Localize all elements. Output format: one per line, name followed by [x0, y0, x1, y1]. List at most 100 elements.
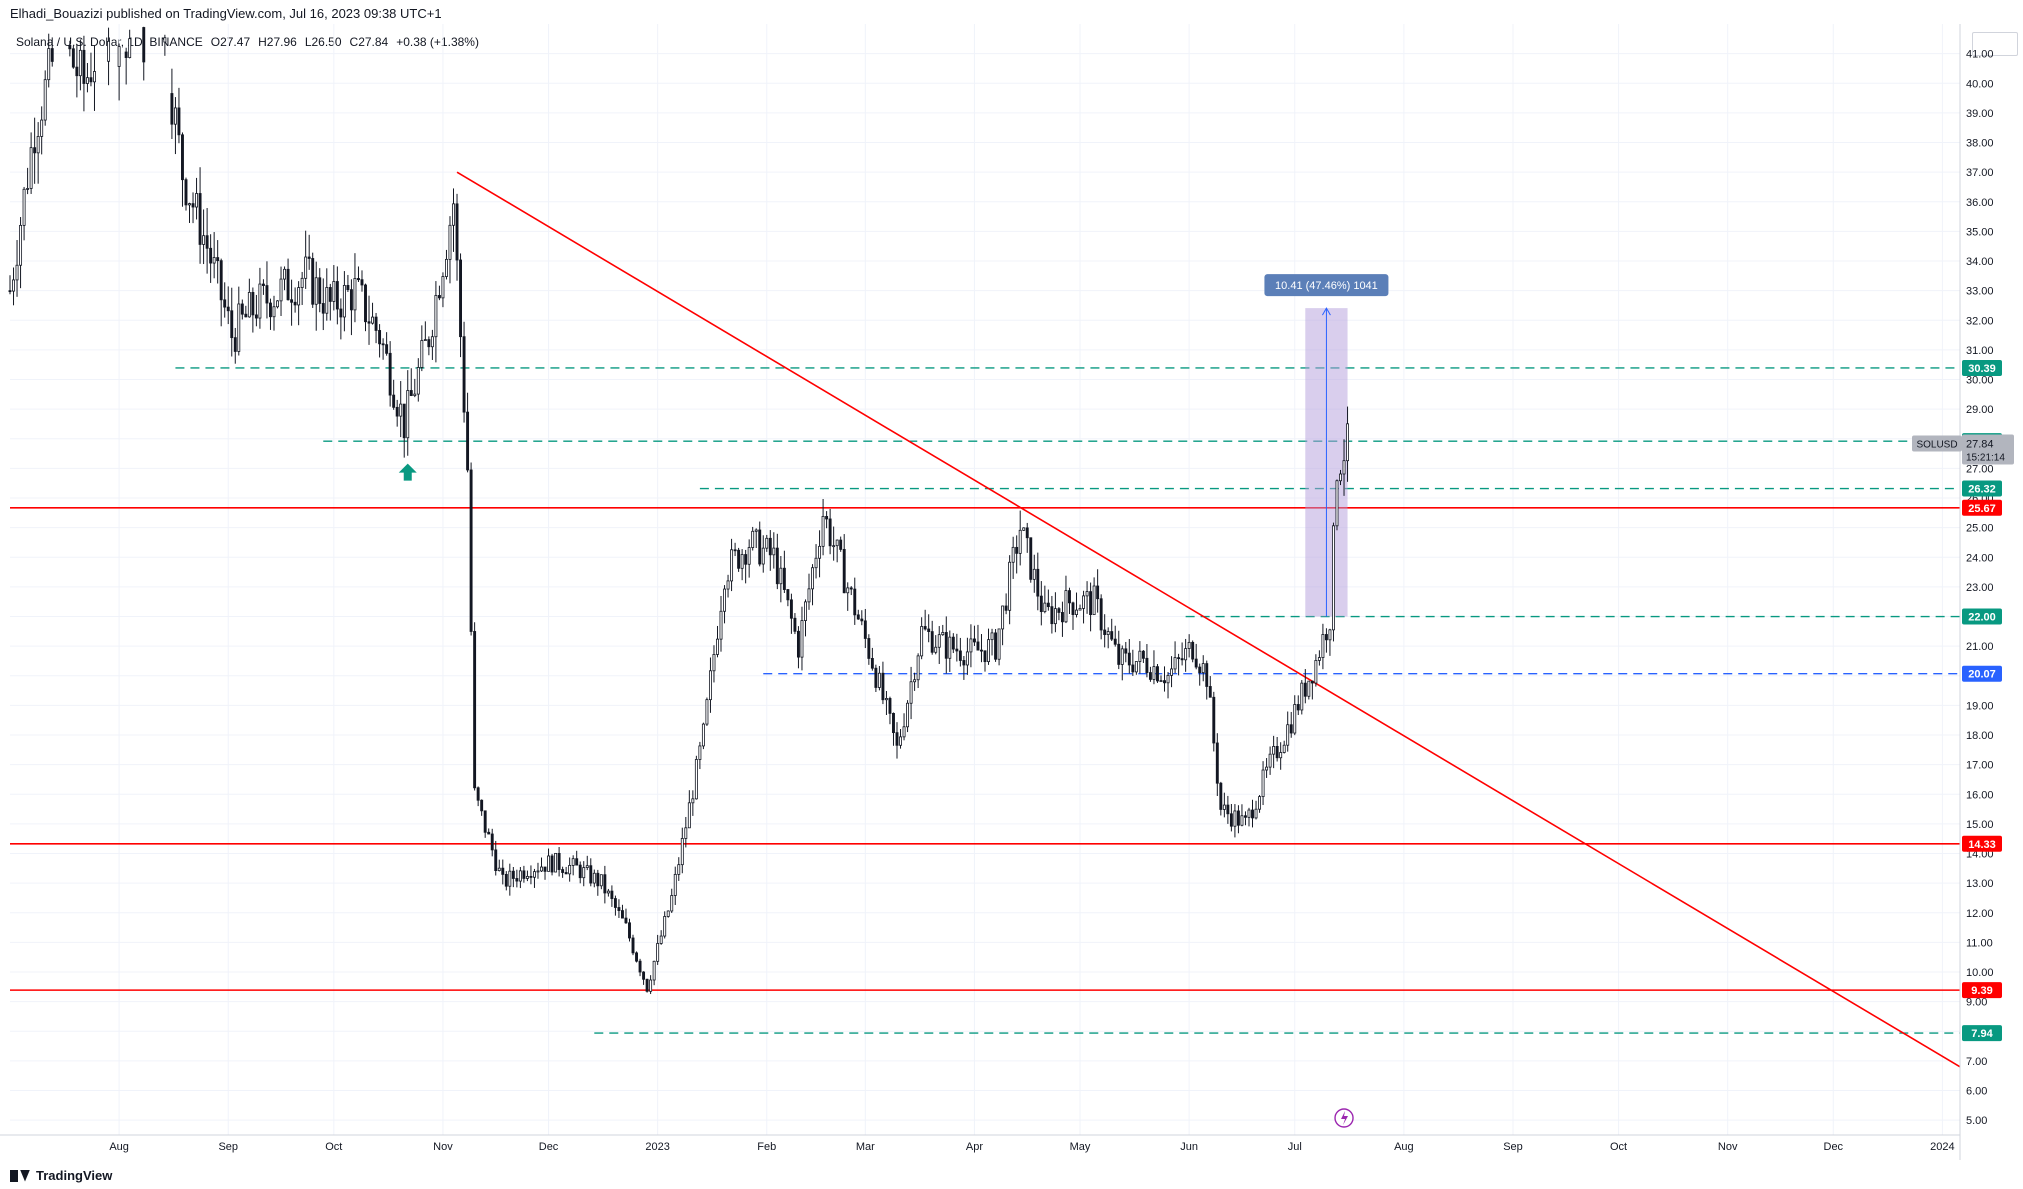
x-tick-label: Aug [109, 1141, 129, 1153]
candle-body [1124, 648, 1128, 654]
candle-body [1272, 746, 1276, 755]
y-tick-label: 16.00 [1966, 789, 1994, 801]
candle-body [684, 827, 688, 839]
candle-body [793, 617, 797, 632]
candle-body [543, 866, 547, 872]
candle-body [980, 649, 983, 652]
candle-body [1060, 612, 1064, 623]
candle-body [624, 917, 628, 924]
candle-body [395, 406, 399, 417]
candle-body [800, 620, 804, 658]
candle-body [47, 48, 51, 81]
level-price-tag [1962, 359, 2002, 376]
candle-body [659, 935, 663, 944]
y-tick-label: 15.00 [1966, 819, 1994, 831]
candle-body [423, 339, 427, 341]
y-tick-label: 19.00 [1966, 700, 1994, 712]
candle-body [378, 330, 382, 345]
candle-body [1082, 595, 1086, 609]
candle-body [712, 654, 716, 672]
candle-body [1156, 666, 1159, 682]
candle-body [786, 589, 790, 601]
candle-body [606, 890, 610, 894]
symbol-tag-label: SOLUSD [1916, 440, 1957, 451]
candle-body [1148, 672, 1152, 680]
candle-body [899, 736, 902, 746]
x-tick-label: Sep [1503, 1141, 1523, 1153]
candle-body [1300, 682, 1304, 711]
candle-body [719, 610, 723, 640]
candle-body [811, 567, 814, 590]
candle-body [311, 258, 315, 305]
candle-body [307, 256, 311, 259]
candle-body [1001, 605, 1005, 630]
y-tick-label: 31.00 [1966, 345, 1994, 357]
candle-body [300, 277, 304, 288]
candle-body [779, 567, 783, 585]
trendline-group [456, 171, 1961, 1068]
candle-body [290, 299, 294, 303]
candle-body [909, 681, 913, 704]
candle-body [1004, 605, 1008, 611]
candle-body [1303, 682, 1307, 697]
candle-body [36, 136, 40, 154]
candle-body [1293, 704, 1297, 734]
candle-body [279, 278, 283, 302]
candle-body [765, 537, 769, 549]
candle-body [445, 258, 448, 277]
candle-body [1011, 546, 1015, 563]
candle-body [286, 268, 290, 301]
candle-body [557, 852, 561, 870]
candle-body [198, 193, 202, 245]
candle-body [828, 518, 832, 547]
tradingview-logo[interactable]: TradingView [10, 1168, 112, 1183]
ohlc-high: H27.96 [258, 35, 297, 49]
candle-body [1008, 561, 1012, 611]
candle-body [1046, 602, 1050, 608]
candle-body [276, 300, 279, 308]
candle-body [564, 872, 568, 875]
y-tick-label: 23.00 [1966, 582, 1994, 594]
candles [8, 26, 1350, 995]
candle-body [483, 810, 487, 833]
price-scale-settings-box[interactable] [1972, 32, 2018, 56]
candle-body [258, 283, 262, 319]
y-tick-label: 40.00 [1966, 78, 1994, 90]
level-price-label: 26.32 [1968, 484, 1996, 496]
candle-body [8, 290, 12, 293]
candle-body [406, 390, 410, 439]
candle-body [272, 306, 276, 318]
candle-body [740, 554, 744, 569]
level-price-label: 7.94 [1971, 1028, 1993, 1040]
candle-body [371, 316, 375, 324]
candle-body [1261, 769, 1265, 798]
candle-body [1092, 585, 1096, 616]
candle-body [582, 867, 586, 879]
candle-body [631, 937, 635, 954]
level-price-tag [1962, 1025, 2002, 1042]
lightning-icon [1341, 1111, 1349, 1125]
x-tick-label: Oct [1610, 1141, 1627, 1153]
candle-body [941, 632, 945, 636]
y-tick-label: 27.00 [1966, 463, 1994, 475]
candle-body [346, 285, 350, 291]
candle-body [796, 630, 800, 658]
candle-body [751, 530, 755, 548]
candle-body [455, 203, 459, 261]
candle-body [895, 732, 899, 746]
candle-body [437, 295, 441, 299]
level-price-tag [1962, 608, 2002, 625]
candle-body [860, 618, 864, 622]
candle-body [163, 37, 167, 43]
candle-body [244, 313, 248, 318]
candle-body [944, 632, 948, 659]
candle-body [906, 702, 910, 728]
y-tick-label: 10.00 [1966, 967, 1994, 979]
candle-body [293, 301, 297, 306]
candle-body [1075, 609, 1078, 616]
candle-body [1254, 808, 1258, 819]
level-price-tag [1962, 499, 2002, 516]
candle-body [1251, 809, 1254, 819]
level-price-label: 14.33 [1968, 839, 1996, 851]
